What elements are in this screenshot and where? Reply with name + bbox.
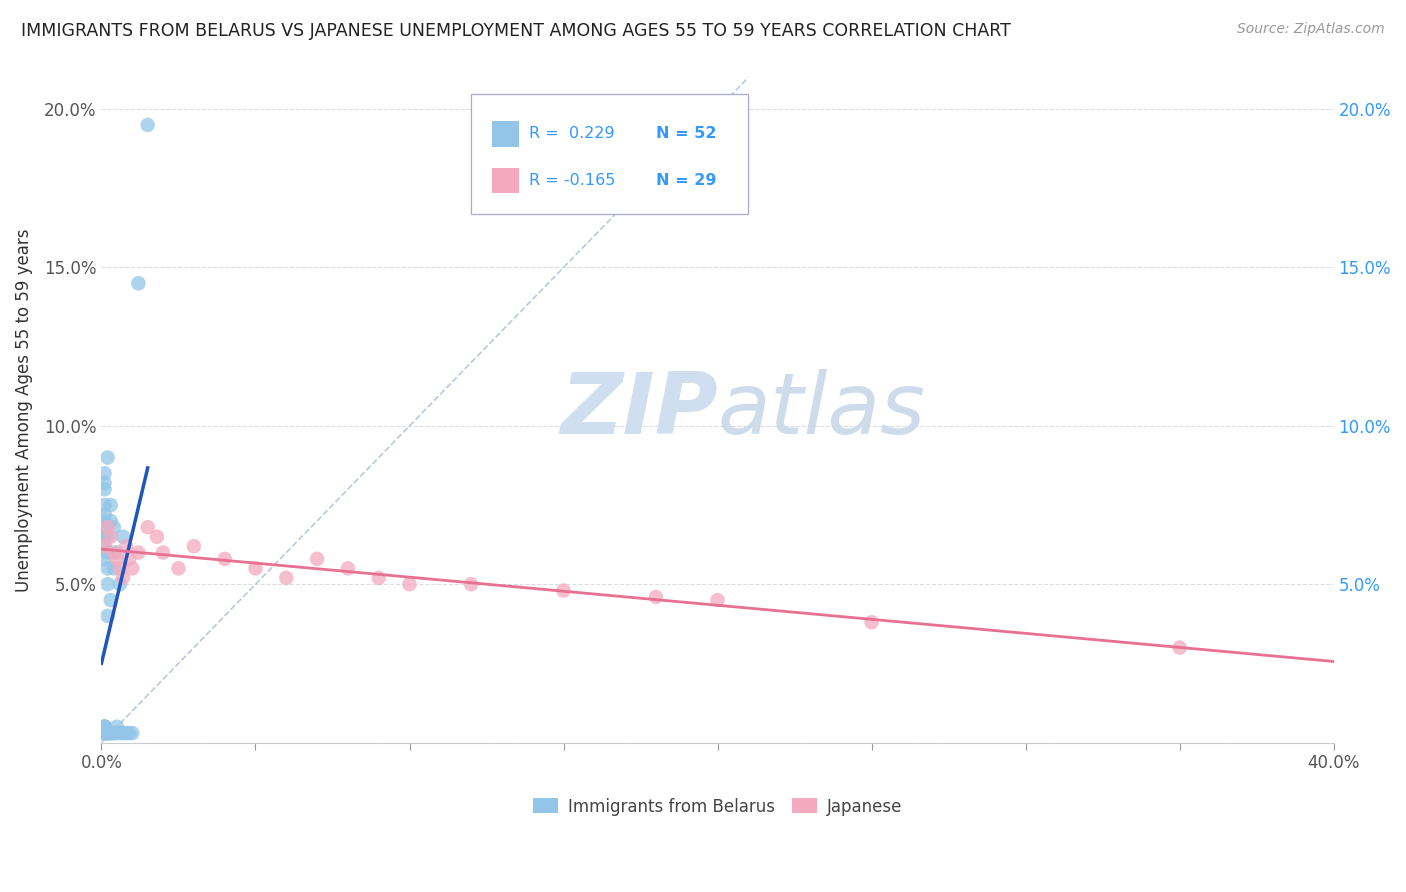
Point bbox=[93, 530, 115, 544]
Point bbox=[112, 726, 135, 740]
Point bbox=[276, 571, 298, 585]
Point bbox=[93, 726, 115, 740]
Point bbox=[93, 552, 115, 566]
Point bbox=[93, 726, 115, 740]
Point bbox=[97, 726, 120, 740]
Point bbox=[146, 530, 169, 544]
Point bbox=[97, 726, 120, 740]
Point bbox=[93, 726, 115, 740]
Point bbox=[105, 726, 128, 740]
Point bbox=[860, 615, 883, 630]
Text: Source: ZipAtlas.com: Source: ZipAtlas.com bbox=[1237, 22, 1385, 37]
Text: N = 29: N = 29 bbox=[657, 173, 717, 188]
Point bbox=[118, 726, 141, 740]
Point bbox=[152, 545, 174, 559]
Point bbox=[93, 720, 115, 734]
Text: R =  0.229: R = 0.229 bbox=[529, 127, 614, 142]
Point bbox=[100, 726, 122, 740]
Text: ZIP: ZIP bbox=[560, 368, 717, 451]
Point bbox=[105, 720, 128, 734]
Point bbox=[97, 726, 120, 740]
Point bbox=[127, 545, 149, 559]
FancyBboxPatch shape bbox=[471, 94, 748, 214]
Point bbox=[121, 561, 143, 575]
Point bbox=[93, 475, 115, 490]
Point bbox=[100, 530, 122, 544]
Point bbox=[183, 539, 205, 553]
Point bbox=[97, 608, 120, 623]
Point bbox=[93, 720, 115, 734]
Point bbox=[460, 577, 482, 591]
Point bbox=[103, 561, 125, 575]
Point bbox=[121, 726, 143, 740]
Bar bbox=[492, 121, 519, 146]
Text: IMMIGRANTS FROM BELARUS VS JAPANESE UNEMPLOYMENT AMONG AGES 55 TO 59 YEARS CORRE: IMMIGRANTS FROM BELARUS VS JAPANESE UNEM… bbox=[21, 22, 1011, 40]
Point bbox=[115, 726, 138, 740]
Point bbox=[118, 552, 141, 566]
Point bbox=[93, 720, 115, 734]
Point bbox=[97, 577, 120, 591]
Point bbox=[115, 539, 138, 553]
Point bbox=[97, 726, 120, 740]
Point bbox=[214, 552, 236, 566]
Legend: Immigrants from Belarus, Japanese: Immigrants from Belarus, Japanese bbox=[526, 791, 908, 822]
Point bbox=[100, 593, 122, 607]
Point bbox=[100, 498, 122, 512]
Point bbox=[93, 720, 115, 734]
Point bbox=[398, 577, 420, 591]
Point bbox=[93, 539, 115, 553]
Point bbox=[100, 726, 122, 740]
Text: N = 52: N = 52 bbox=[657, 127, 717, 142]
Point bbox=[97, 545, 120, 559]
Bar bbox=[492, 168, 519, 194]
Point bbox=[367, 571, 389, 585]
Point bbox=[97, 530, 120, 544]
Text: atlas: atlas bbox=[717, 368, 925, 451]
Point bbox=[93, 467, 115, 481]
Point bbox=[136, 118, 159, 132]
Point bbox=[112, 530, 135, 544]
Point bbox=[105, 552, 128, 566]
Point bbox=[97, 561, 120, 575]
Point bbox=[245, 561, 267, 575]
Point bbox=[103, 520, 125, 534]
Point bbox=[108, 726, 131, 740]
Point bbox=[103, 726, 125, 740]
Point bbox=[103, 726, 125, 740]
Point bbox=[93, 539, 115, 553]
Point bbox=[105, 545, 128, 559]
Point bbox=[706, 593, 728, 607]
Point bbox=[136, 520, 159, 534]
Point bbox=[307, 552, 329, 566]
Point bbox=[93, 508, 115, 522]
Point bbox=[112, 571, 135, 585]
Y-axis label: Unemployment Among Ages 55 to 59 years: Unemployment Among Ages 55 to 59 years bbox=[15, 228, 32, 591]
Point bbox=[93, 720, 115, 734]
Point bbox=[167, 561, 190, 575]
Point bbox=[93, 482, 115, 496]
Point bbox=[97, 520, 120, 534]
Point bbox=[1168, 640, 1191, 655]
Point bbox=[97, 450, 120, 465]
Text: R = -0.165: R = -0.165 bbox=[529, 173, 616, 188]
Point bbox=[108, 577, 131, 591]
Point bbox=[553, 583, 575, 598]
Point bbox=[127, 277, 149, 291]
Point bbox=[93, 498, 115, 512]
Point bbox=[93, 720, 115, 734]
Point bbox=[645, 590, 668, 604]
Point bbox=[100, 726, 122, 740]
Point bbox=[108, 561, 131, 575]
Point bbox=[93, 514, 115, 528]
Point bbox=[100, 514, 122, 528]
Point bbox=[93, 520, 115, 534]
Point bbox=[336, 561, 359, 575]
Point bbox=[93, 726, 115, 740]
Point bbox=[103, 545, 125, 559]
